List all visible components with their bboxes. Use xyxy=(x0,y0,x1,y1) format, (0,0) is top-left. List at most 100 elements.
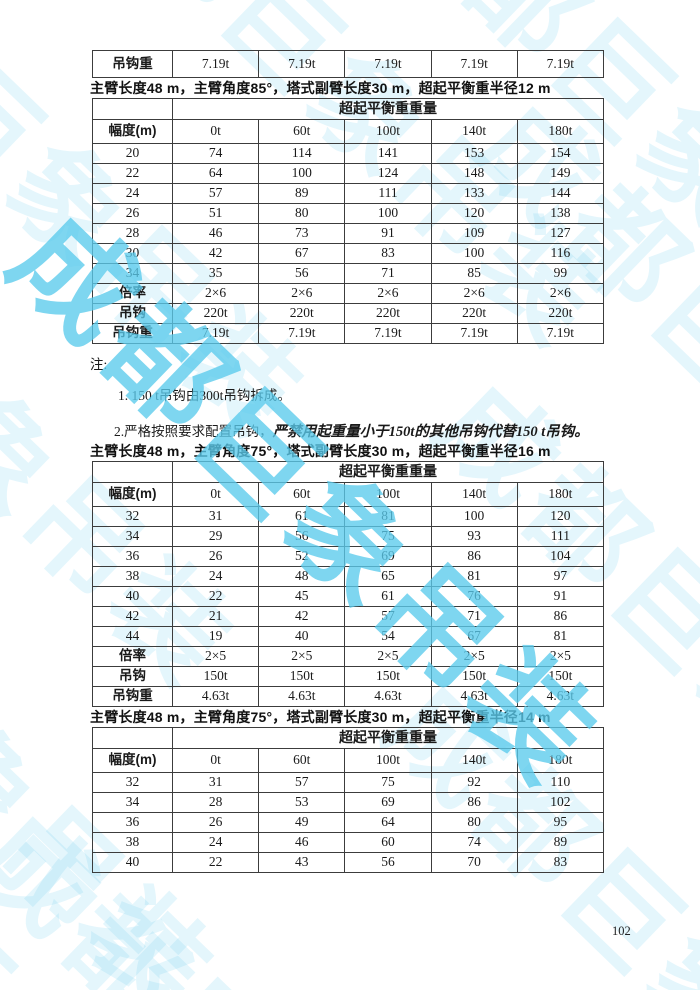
table-cell: 52 xyxy=(258,546,346,567)
table-cell: 65 xyxy=(344,566,432,587)
table-cell: 75 xyxy=(344,526,432,547)
table-cell: 38 xyxy=(92,832,173,853)
table-cell: 57 xyxy=(171,183,260,204)
capacity-table-2: 超起平衡重重量 幅度(m) 0t 60t 100t 140t 180t 32 31 61 81 100… xyxy=(92,461,605,707)
table-cell: 40 xyxy=(92,852,173,873)
table-row: 吊钩重 7.19t 7.19t 7.19t 7.19t 7.19t xyxy=(92,323,605,344)
table-cell: 220t xyxy=(258,303,346,324)
table-cell: 61 xyxy=(344,586,432,607)
table-cell: 116 xyxy=(516,243,605,264)
table-cell: 124 xyxy=(344,163,432,184)
table-cell: 104 xyxy=(516,546,605,567)
table-cell: 61 xyxy=(258,506,346,527)
table-cell: 44 xyxy=(92,626,173,647)
table-cell: 19 xyxy=(171,626,260,647)
table-cell: 40 xyxy=(258,626,346,647)
table-cell: 54 xyxy=(344,626,432,647)
table-span-header-row: 超起平衡重重量 xyxy=(92,727,604,749)
table-cell: 64 xyxy=(171,163,260,184)
table-cell: 28 xyxy=(92,223,173,244)
table-cell: 83 xyxy=(344,243,432,264)
table-cell: 127 xyxy=(516,223,605,244)
table-cell: 56 xyxy=(344,852,432,873)
table-cell: 超起平衡重重量 xyxy=(172,727,604,749)
note-item-2: 2.严格按照要求配置吊钩，严禁用起重量小于150t的其他吊钩代替150 t吊钩。 xyxy=(114,420,604,441)
table-cell: 22 xyxy=(171,852,260,873)
table-cell: 114 xyxy=(258,143,346,164)
table-cell: 83 xyxy=(516,852,605,873)
table-cell: 120 xyxy=(430,203,518,224)
table-header-row: 幅度(m) 0t 60t 100t 140t 180t xyxy=(92,748,605,773)
table-row: 40 22 45 61 76 91 xyxy=(92,586,605,607)
table-cell: 0t xyxy=(171,119,260,144)
table-cell: 60t xyxy=(258,482,346,507)
table-cell: 32 xyxy=(92,506,173,527)
table-cell: 22 xyxy=(171,586,260,607)
table-cell: 150t xyxy=(430,666,518,687)
table-cell: 100t xyxy=(344,482,432,507)
table-cell: 110 xyxy=(516,772,605,793)
table-cell: 26 xyxy=(171,546,260,567)
table-cell: 75 xyxy=(344,772,432,793)
table-row: 42 21 42 57 71 86 xyxy=(92,606,605,627)
table-cell: 40 xyxy=(92,586,173,607)
table-cell: 74 xyxy=(430,832,518,853)
table-cell: 24 xyxy=(92,183,173,204)
table-cell: 42 xyxy=(92,606,173,627)
table-cell: 150t xyxy=(258,666,346,687)
table-cell: 80 xyxy=(258,203,346,224)
table-cell: 53 xyxy=(258,792,346,813)
note-item-2-prefix: 2.严格按照要求配置吊钩， xyxy=(114,424,273,439)
table-cell: 150t xyxy=(171,666,260,687)
table-cell: 133 xyxy=(430,183,518,204)
table-cell: 20 xyxy=(92,143,173,164)
table-cell: 120 xyxy=(516,506,605,527)
table-cell: 56 xyxy=(258,263,346,284)
table-cell: 2×5 xyxy=(430,646,518,667)
table-cell: 86 xyxy=(430,792,518,813)
table-cell: 7.19t xyxy=(258,50,346,78)
page-number: 102 xyxy=(612,924,631,938)
table-cell: 31 xyxy=(171,772,260,793)
table-cell: 220t xyxy=(344,303,432,324)
table-cell: 32 xyxy=(92,772,173,793)
table-cell: 42 xyxy=(258,606,346,627)
notes-block: 注: 1. 150 t吊钩由300t吊钩拆成。 2.严格按照要求配置吊钩，严禁用… xyxy=(90,353,604,441)
table-row: 30 42 67 83 100 116 xyxy=(92,243,605,264)
table-cell: 89 xyxy=(516,832,605,853)
table-cell: 48 xyxy=(258,566,346,587)
table-header-row: 幅度(m) 0t 60t 100t 140t 180t xyxy=(92,482,605,507)
table-cell: 57 xyxy=(258,772,346,793)
capacity-table-1: 超起平衡重重量 幅度(m) 0t 60t 100t 140t 180t 20 74 114 141 1… xyxy=(92,98,605,344)
table-cell: 幅度(m) xyxy=(92,482,173,507)
table-cell: 7.19t xyxy=(430,50,518,78)
table-row: 22 64 100 124 148 149 xyxy=(92,163,605,184)
table-cell xyxy=(92,727,173,749)
table-cell: 144 xyxy=(516,183,605,204)
table-cell: 2×6 xyxy=(171,283,260,304)
table-cell: 吊钩重 xyxy=(92,323,173,344)
table-cell xyxy=(92,461,173,483)
table-cell: 149 xyxy=(516,163,605,184)
table-cell: 超起平衡重重量 xyxy=(172,98,604,120)
table-cell: 34 xyxy=(92,792,173,813)
table-row: 倍率 2×6 2×6 2×6 2×6 2×6 xyxy=(92,283,605,304)
table-cell: 102 xyxy=(516,792,605,813)
table-row: 20 74 114 141 153 154 xyxy=(92,143,605,164)
table-cell: 21 xyxy=(171,606,260,627)
table-cell: 67 xyxy=(430,626,518,647)
table-cell: 100 xyxy=(430,506,518,527)
table-cell: 7.19t xyxy=(516,323,605,344)
table-cell: 2×6 xyxy=(258,283,346,304)
table-cell: 86 xyxy=(430,546,518,567)
table-cell: 220t xyxy=(516,303,605,324)
table-cell: 7.19t xyxy=(258,323,346,344)
section-heading-1: 主臂长度48 m，主臂角度85°，塔式副臂长度30 m，超起平衡重半径12 m xyxy=(90,80,551,96)
table-cell: 4.63t xyxy=(516,686,605,707)
table-row: 32 31 61 81 100 120 xyxy=(92,506,605,527)
table-cell: 26 xyxy=(171,812,260,833)
table-cell: 2×6 xyxy=(430,283,518,304)
table-row: 吊钩 220t 220t 220t 220t 220t xyxy=(92,303,605,324)
table-cell: 7.19t xyxy=(171,323,260,344)
table-cell: 92 xyxy=(430,772,518,793)
